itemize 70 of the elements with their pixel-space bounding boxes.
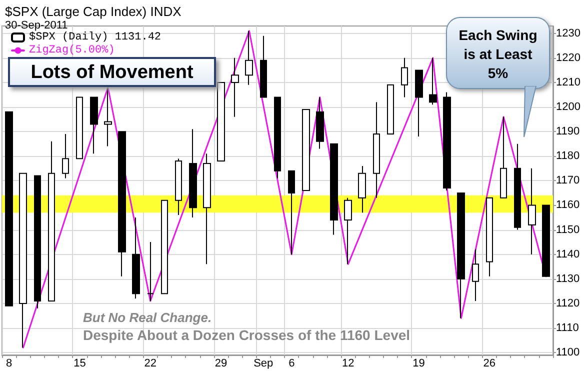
candlestick [443, 92, 451, 191]
candlestick [161, 200, 168, 294]
candlestick [373, 102, 380, 198]
x-tick-label: Sep [254, 358, 274, 370]
x-tick-label: 8 [6, 358, 12, 370]
chart-title: $SPX (Large Cap Index) INDX [5, 4, 182, 19]
y-tick-label: 1170 [556, 174, 580, 187]
y-tick-label: 1150 [556, 224, 580, 236]
candlestick [500, 116, 507, 198]
candlestick [62, 134, 69, 179]
candlestick [429, 57, 437, 106]
annotation: But No Real Change. [83, 310, 212, 325]
x-tick-label: 22 [144, 358, 156, 370]
y-tick-label: 1160 [556, 199, 580, 212]
candlestick [245, 30, 253, 86]
candlestick [457, 192, 465, 319]
candlestick [358, 165, 366, 214]
y-tick-label: 1100 [556, 346, 580, 359]
candlestick [217, 82, 225, 162]
x-tick-label: 6 [288, 358, 295, 370]
legend-label: ZigZag(5.00%) [29, 44, 115, 56]
y-tick-label: 1210 [556, 76, 580, 88]
candlestick [203, 153, 211, 265]
candlestick [274, 96, 281, 179]
y-tick-label: 1140 [556, 248, 580, 260]
candlestick [387, 84, 394, 135]
x-tick-label: 12 [342, 358, 354, 370]
candlestick [34, 175, 41, 309]
y-tick-label: 1220 [556, 52, 580, 64]
candlestick [48, 140, 55, 302]
chart-subtitle: 30-Sep-2011 [5, 20, 68, 32]
candlestick [260, 35, 267, 98]
y-tick-label: 1120 [556, 297, 580, 310]
candlestick [528, 168, 536, 255]
x-tick-label: 19 [412, 358, 425, 370]
x-tick-label: 15 [74, 358, 86, 370]
y-tick-label: 1230 [556, 27, 580, 40]
y-tick-label: 1130 [556, 272, 580, 285]
y-tick-label: 1190 [556, 126, 580, 138]
candlestick [542, 204, 550, 277]
candlestick [344, 197, 352, 265]
y-tick-label: 1180 [556, 150, 580, 162]
candlestick [5, 111, 13, 306]
x-tick-label: 26 [483, 358, 496, 370]
candlestick [472, 248, 479, 302]
annotation: Despite About a Dozen Crosses of the 1160 Level [83, 327, 410, 343]
candlestick [330, 143, 338, 236]
candlestick [486, 197, 493, 277]
candlestick [76, 96, 83, 160]
candlestick [189, 128, 197, 218]
candlestick [316, 96, 324, 150]
candlestick [118, 131, 126, 277]
annotation: Lots of Movement [8, 57, 216, 87]
candlestick [19, 172, 27, 348]
candlestick [302, 108, 310, 191]
candlestick [514, 143, 521, 230]
candlestick [132, 217, 140, 300]
candlestick [401, 57, 408, 98]
y-tick-label: 1110 [556, 322, 579, 334]
x-tick-label: 29 [214, 358, 228, 370]
annotation: Each Swing is at Least 5% [446, 17, 550, 89]
candlestick [104, 86, 112, 147]
candlestick [147, 242, 154, 302]
legend-label: $SPX (Daily) 1131.42 [29, 32, 162, 44]
candlestick [415, 70, 423, 137]
candlestick [175, 158, 182, 216]
candlestick [231, 57, 239, 118]
candlestick [90, 96, 98, 154]
y-tick-label: 1200 [556, 101, 580, 114]
candlestick [288, 170, 295, 255]
